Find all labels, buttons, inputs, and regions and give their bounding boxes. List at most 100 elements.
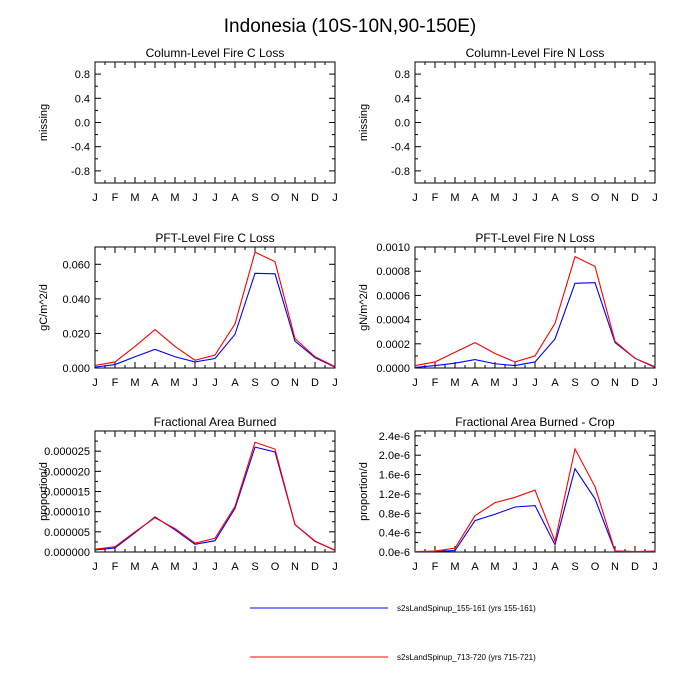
series-line (414, 282, 656, 368)
x-tick-label: J (512, 377, 518, 389)
x-tick-label: A (151, 192, 159, 204)
y-tick-label: 1.6e-6 (379, 470, 410, 482)
y-tick-label: 0.000015 (44, 487, 90, 499)
series-line (415, 467, 655, 553)
x-tick-label: M (130, 561, 139, 573)
x-tick-label: F (432, 561, 439, 573)
y-tick-label: 0.4 (75, 93, 90, 105)
x-tick-label: J (192, 192, 198, 204)
y-tick-label: -0.4 (71, 142, 90, 154)
y-tick-label: 0.4 (395, 93, 410, 105)
series-line (414, 447, 656, 553)
y-tick-label: 0.0 (395, 118, 410, 130)
x-tick-label: M (130, 192, 139, 204)
x-tick-label: M (170, 377, 179, 389)
series-line (94, 251, 336, 368)
y-axis-label: gC/m^2/d (38, 284, 50, 331)
x-tick-label: J (92, 561, 98, 573)
x-tick-label: D (311, 377, 319, 389)
series-line (414, 255, 656, 368)
x-tick-label: F (432, 192, 439, 204)
x-tick-label: S (571, 561, 578, 573)
x-tick-label: N (291, 377, 299, 389)
x-tick-label: J (532, 377, 538, 389)
y-tick-label: -0.4 (391, 142, 410, 154)
series-line (94, 441, 336, 551)
x-tick-label: O (271, 192, 280, 204)
y-tick-label: 0.000000 (44, 547, 90, 559)
y-tick-label: 2.4e-6 (379, 431, 410, 443)
x-tick-label: J (652, 377, 658, 389)
x-tick-label: D (631, 377, 639, 389)
y-tick-label: 0.0002 (376, 339, 410, 351)
y-tick-label: -0.8 (391, 166, 410, 178)
chart-title: PFT-Level Fire N Loss (475, 231, 594, 245)
x-tick-label: A (151, 377, 159, 389)
chart-title: Fractional Area Burned - Crop (455, 415, 615, 429)
legend-label: s2sLandSpinup_713-720 (yrs 715-721) (397, 653, 536, 662)
y-tick-label: 0.000025 (44, 446, 90, 458)
y-tick-label: 0.0006 (376, 290, 410, 302)
x-tick-label: M (450, 192, 459, 204)
x-tick-label: N (291, 192, 299, 204)
x-tick-label: M (490, 377, 499, 389)
y-tick-label: 0.8 (395, 69, 410, 81)
figure-title: Indonesia (10S-10N,90-150E) (224, 16, 476, 37)
x-tick-label: J (332, 561, 338, 573)
y-tick-label: 0.8e-6 (379, 508, 410, 520)
legend: s2sLandSpinup_155-161 (yrs 155-161) s2sLa… (250, 604, 536, 662)
y-tick-label: 1.2e-6 (379, 489, 410, 501)
x-tick-label: D (311, 561, 319, 573)
x-tick-label: M (450, 561, 459, 573)
x-tick-label: A (231, 192, 239, 204)
y-axis-label: proportion/d (358, 462, 370, 521)
y-tick-label: 0.000005 (44, 527, 90, 539)
y-tick-label: 0.000 (62, 363, 90, 375)
legend-item: s2sLandSpinup_155-161 (yrs 155-161) (250, 604, 536, 613)
y-tick-label: 0.0e-6 (379, 547, 410, 559)
x-tick-label: O (271, 561, 280, 573)
x-tick-label: A (151, 561, 159, 573)
x-tick-label: M (170, 192, 179, 204)
x-tick-label: D (311, 192, 319, 204)
legend-label: s2sLandSpinup_155-161 (yrs 155-161) (397, 604, 536, 613)
x-tick-label: N (611, 377, 619, 389)
x-tick-label: A (471, 377, 479, 389)
x-tick-label: N (611, 192, 619, 204)
chart-title: Column-Level Fire N Loss (466, 46, 605, 60)
chart-title: Fractional Area Burned (154, 415, 277, 429)
x-tick-label: A (471, 561, 479, 573)
y-tick-label: 0.040 (62, 294, 90, 306)
x-tick-label: J (332, 377, 338, 389)
x-tick-label: D (631, 561, 639, 573)
y-tick-label: 0.0008 (376, 266, 410, 278)
y-axis-label: gN/m^2/d (358, 284, 370, 331)
y-tick-label: 0.0010 (376, 242, 410, 254)
chart-title: PFT-Level Fire C Loss (155, 231, 274, 245)
chart-title: Column-Level Fire C Loss (146, 46, 285, 60)
x-tick-label: J (532, 561, 538, 573)
x-tick-label: F (112, 561, 119, 573)
y-tick-label: 0.0 (75, 118, 90, 130)
plot-frame (94, 61, 336, 184)
x-tick-label: D (631, 192, 639, 204)
y-axis-label: proportion/d (38, 462, 50, 521)
x-tick-label: J (412, 192, 418, 204)
y-tick-label: 0.060 (62, 259, 90, 271)
x-tick-label: A (551, 377, 559, 389)
x-tick-label: J (652, 561, 658, 573)
x-tick-label: F (112, 192, 119, 204)
legend-item: s2sLandSpinup_713-720 (yrs 715-721) (250, 653, 536, 662)
x-tick-label: O (591, 561, 600, 573)
x-tick-label: A (471, 192, 479, 204)
plot-frame (94, 430, 336, 553)
x-tick-label: M (490, 192, 499, 204)
x-tick-label: J (532, 192, 538, 204)
